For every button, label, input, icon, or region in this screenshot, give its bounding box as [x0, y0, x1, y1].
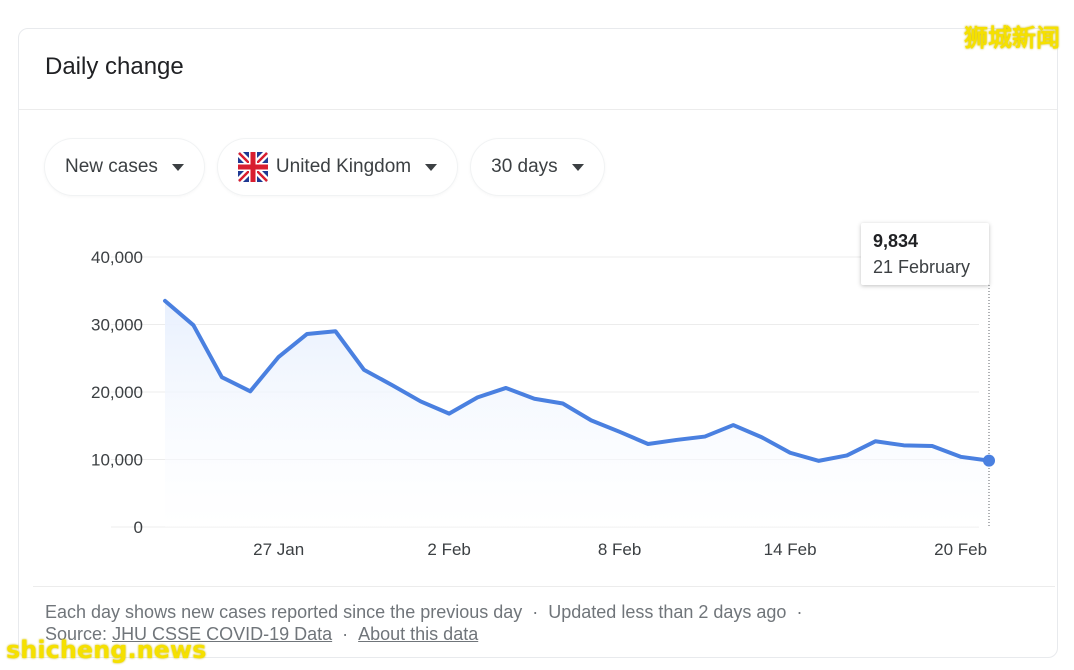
- card-title: Daily change: [45, 53, 184, 80]
- footer-separator: ·: [532, 602, 539, 622]
- data-point[interactable]: [246, 387, 254, 395]
- footer-source-label: Source:: [45, 624, 108, 644]
- footer-description: Each day shows new cases reported since …: [45, 602, 523, 622]
- about-data-link[interactable]: About this data: [358, 624, 479, 644]
- footer-line-1: Each day shows new cases reported since …: [45, 601, 812, 623]
- data-point[interactable]: [502, 384, 510, 392]
- data-point[interactable]: [701, 433, 709, 441]
- country-dropdown-label: United Kingdom: [275, 156, 412, 177]
- footer-updated: Updated less than 2 days ago: [548, 602, 787, 622]
- data-point[interactable]: [729, 421, 737, 429]
- data-point[interactable]: [331, 327, 339, 335]
- data-point[interactable]: [360, 366, 368, 374]
- data-point[interactable]: [758, 433, 766, 441]
- data-point[interactable]: [388, 381, 396, 389]
- y-tick-label: 20,000: [91, 383, 143, 402]
- data-point[interactable]: [616, 428, 624, 436]
- data-point[interactable]: [303, 330, 311, 338]
- tooltip-date: 21 February: [873, 257, 971, 277]
- data-point[interactable]: [189, 321, 197, 329]
- y-tick-label: 10,000: [91, 451, 143, 470]
- chart-footer: Each day shows new cases reported since …: [45, 601, 812, 645]
- footer-divider: [33, 586, 1055, 587]
- uk-flag-icon: [237, 152, 268, 182]
- footer-separator: ·: [796, 602, 803, 622]
- data-point[interactable]: [161, 297, 169, 305]
- chart-tooltip: 9,834 21 February: [861, 223, 989, 285]
- x-tick-label: 14 Feb: [764, 540, 817, 559]
- series-line: [163, 298, 991, 463]
- metric-dropdown-label: New cases: [65, 156, 158, 177]
- source-link[interactable]: JHU CSSE COVID-19 Data: [112, 624, 333, 644]
- chevron-down-icon: [571, 163, 584, 171]
- data-point[interactable]: [445, 410, 453, 418]
- chart-area[interactable]: 0 10,000 20,000 30,000 40,000 27 Jan 2 Feb 8 Fe…: [19, 209, 1059, 569]
- range-dropdown[interactable]: 30 days: [471, 139, 604, 195]
- daily-change-card: Daily change New cases: [18, 28, 1058, 658]
- watermark-top: 狮城新闻: [964, 24, 1060, 52]
- y-tick-label: 0: [134, 518, 143, 537]
- y-tick-label: 40,000: [91, 248, 143, 267]
- x-tick-label: 20 Feb: [934, 540, 987, 559]
- tooltip-value: 9,834: [873, 231, 919, 251]
- highlight-point[interactable]: [983, 454, 995, 467]
- metric-dropdown[interactable]: New cases: [45, 139, 204, 195]
- chevron-down-icon: [171, 163, 184, 171]
- data-point[interactable]: [587, 416, 595, 424]
- chevron-down-icon: [425, 163, 438, 171]
- watermark-bottom: shicheng.news: [6, 636, 207, 664]
- data-point[interactable]: [871, 437, 879, 445]
- data-point[interactable]: [275, 353, 283, 361]
- country-dropdown[interactable]: United Kingdom: [217, 139, 458, 195]
- data-point[interactable]: [672, 436, 680, 444]
- x-tick-label: 8 Feb: [598, 540, 641, 559]
- data-point[interactable]: [644, 440, 652, 448]
- data-point[interactable]: [474, 393, 482, 401]
- data-point[interactable]: [530, 395, 538, 403]
- data-point[interactable]: [957, 453, 965, 461]
- data-point[interactable]: [815, 457, 823, 465]
- data-point[interactable]: [786, 449, 794, 457]
- data-point[interactable]: [417, 397, 425, 405]
- x-tick-label: 2 Feb: [427, 540, 470, 559]
- footer-separator: ·: [342, 624, 349, 644]
- daily-change-chart[interactable]: 0 10,000 20,000 30,000 40,000 27 Jan 2 Feb 8 Fe…: [19, 209, 1059, 569]
- y-tick-label: 30,000: [91, 316, 143, 335]
- x-tick-label: 27 Jan: [253, 540, 304, 559]
- filter-bar: New cases United Kingdom: [45, 139, 604, 195]
- data-point[interactable]: [900, 441, 908, 449]
- range-dropdown-label: 30 days: [491, 156, 558, 177]
- data-point[interactable]: [843, 451, 851, 459]
- header-divider: [19, 109, 1057, 110]
- footer-line-2: Source: JHU CSSE COVID-19 Data · About thi…: [45, 623, 812, 645]
- data-point[interactable]: [928, 442, 936, 450]
- data-point[interactable]: [218, 373, 226, 381]
- data-point[interactable]: [559, 399, 567, 407]
